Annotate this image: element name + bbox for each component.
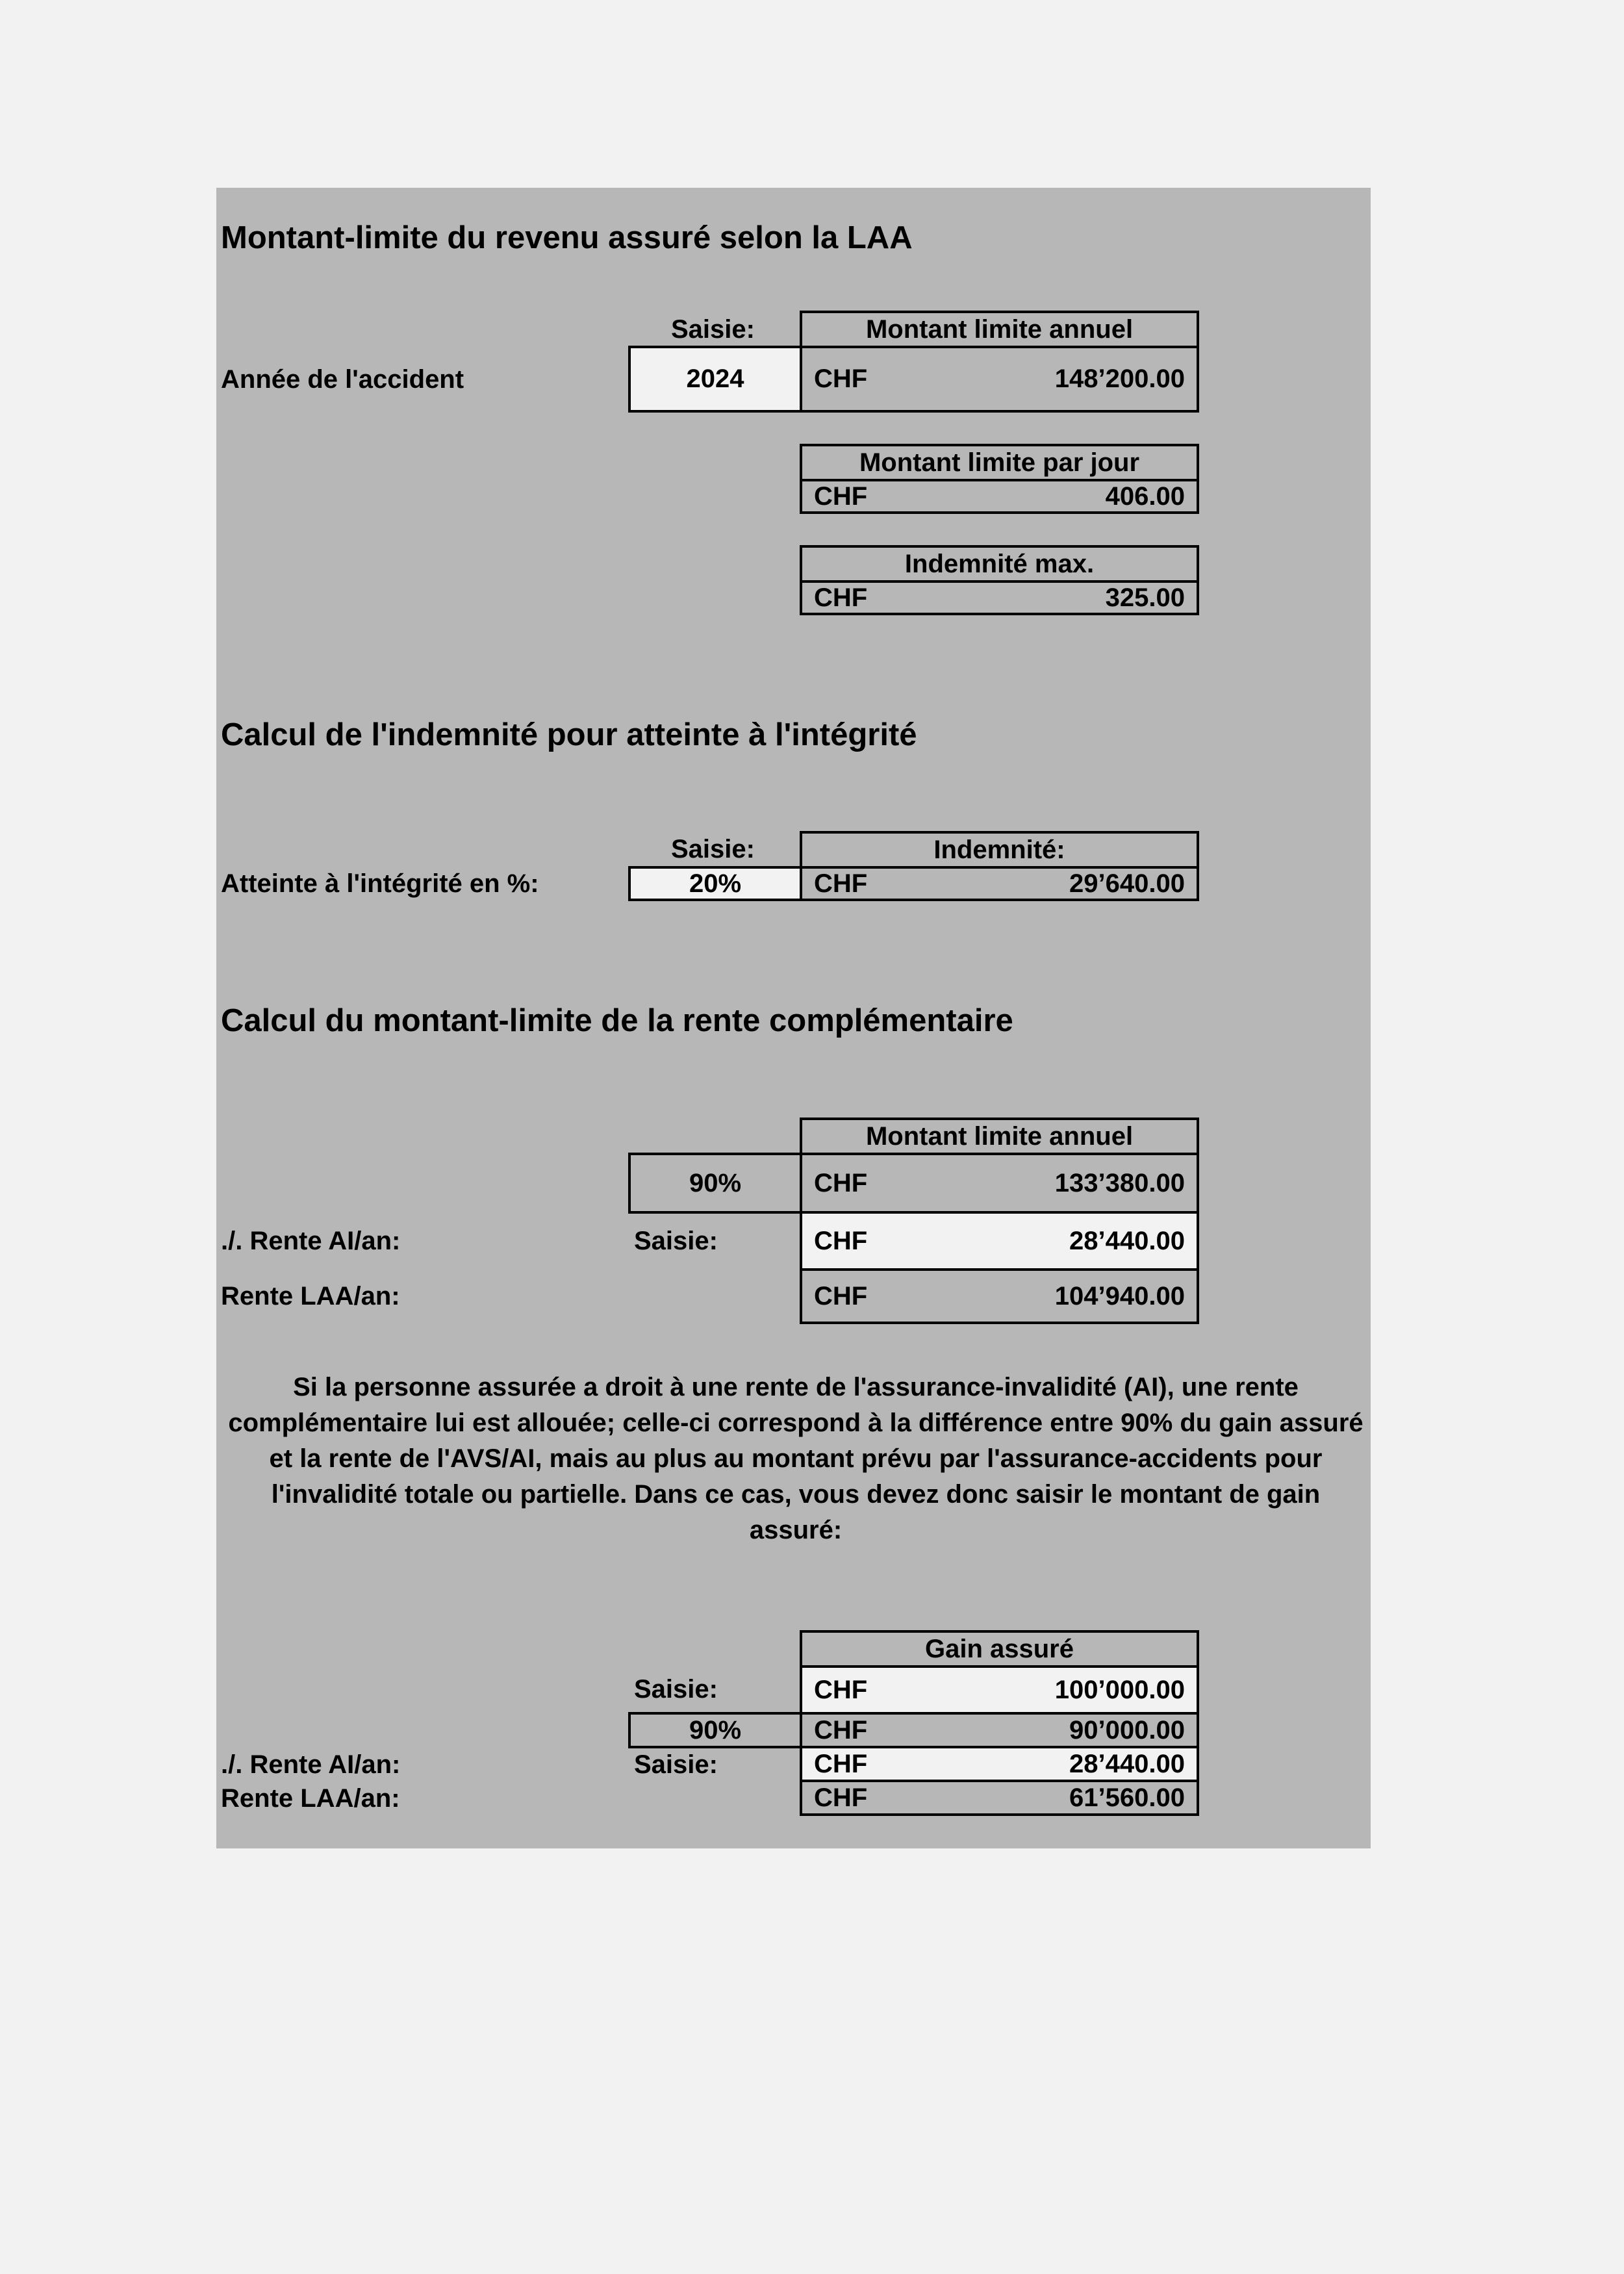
currency: CHF	[814, 1675, 868, 1704]
amount[interactable]: 28’440.00	[1069, 1749, 1185, 1778]
laa-rente-value: CHF 61’560.00	[800, 1780, 1199, 1816]
currency: CHF	[814, 1226, 868, 1255]
year-input[interactable]: 2024	[628, 346, 802, 413]
annual-limit-header: Montant limite annuel	[800, 311, 1199, 348]
year-label: Année de l'accident	[221, 365, 464, 394]
saisie-label: Saisie:	[634, 1675, 718, 1704]
pct-cell: 90%	[628, 1153, 802, 1214]
max-indemnity-value: CHF 325.00	[800, 580, 1199, 615]
currency: CHF	[814, 364, 868, 393]
laa-label: Rente LAA/an:	[221, 1282, 400, 1310]
annual-limit-header: Montant limite annuel	[800, 1118, 1199, 1155]
ai-label: ./. Rente AI/an:	[221, 1750, 401, 1779]
header-text: Montant limite par jour	[859, 448, 1140, 477]
amount: 406.00	[1105, 481, 1185, 511]
currency: CHF	[814, 1783, 868, 1812]
integrity-input[interactable]: 20%	[628, 866, 802, 901]
form-panel	[216, 188, 1371, 1848]
year-value[interactable]: 2024	[686, 364, 744, 393]
amount[interactable]: 100’000.00	[1054, 1675, 1185, 1704]
indemnity-header: Indemnité:	[800, 831, 1199, 869]
amount[interactable]: 28’440.00	[1069, 1226, 1185, 1255]
indemnity-value: CHF 29’640.00	[800, 866, 1199, 901]
laa-rente-value: CHF 104’940.00	[800, 1268, 1199, 1324]
currency: CHF	[814, 1168, 868, 1197]
amount: 104’940.00	[1054, 1281, 1185, 1310]
explanation-paragraph: Si la personne assurée a droit à une ren…	[228, 1373, 1364, 1544]
saisie-label: Saisie:	[671, 835, 755, 863]
header-text: Gain assuré	[924, 1634, 1074, 1663]
amount: 325.00	[1105, 583, 1185, 612]
pct-value: 90%	[689, 1715, 742, 1744]
section-title-integrite: Calcul de l'indemnité pour atteinte à l'…	[221, 717, 917, 752]
ai-label: ./. Rente AI/an:	[221, 1227, 401, 1255]
rente-limit-value: CHF 133’380.00	[800, 1153, 1199, 1214]
header-text: Indemnité:	[933, 835, 1065, 864]
section-title-rente: Calcul du montant-limite de la rente com…	[221, 1003, 1013, 1038]
daily-limit-value: CHF 406.00	[800, 479, 1199, 514]
currency: CHF	[814, 1715, 868, 1744]
gain-header: Gain assuré	[800, 1630, 1199, 1668]
integrity-value[interactable]: 20%	[689, 869, 742, 898]
currency: CHF	[814, 481, 868, 511]
currency: CHF	[814, 869, 868, 898]
currency: CHF	[814, 583, 868, 612]
saisie-label: Saisie:	[634, 1227, 718, 1255]
header-text: Indemnité max.	[904, 549, 1095, 578]
saisie-label: Saisie:	[671, 315, 755, 344]
integrity-label: Atteinte à l'intégrité en %:	[221, 869, 539, 898]
ai-rente-input[interactable]: CHF 28’440.00	[800, 1746, 1199, 1782]
section-title-revenu: Montant-limite du revenu assuré selon la…	[221, 220, 913, 255]
currency: CHF	[814, 1281, 868, 1310]
amount: 29’640.00	[1069, 869, 1185, 898]
annual-limit-value: CHF 148’200.00	[800, 346, 1199, 413]
currency: CHF	[814, 1749, 868, 1778]
ai-rente-input[interactable]: CHF 28’440.00	[800, 1211, 1199, 1271]
max-indemnity-header: Indemnité max.	[800, 545, 1199, 583]
amount: 90’000.00	[1069, 1715, 1185, 1744]
daily-limit-header: Montant limite par jour	[800, 444, 1199, 481]
header-text: Montant limite annuel	[865, 314, 1134, 344]
header-text: Montant limite annuel	[865, 1121, 1134, 1151]
pct-value: 90%	[689, 1168, 742, 1197]
gain-90-value: CHF 90’000.00	[800, 1712, 1199, 1748]
amount: 61’560.00	[1069, 1783, 1185, 1812]
pct-cell: 90%	[628, 1712, 802, 1748]
amount: 133’380.00	[1054, 1168, 1185, 1197]
gain-input[interactable]: CHF 100’000.00	[800, 1665, 1199, 1715]
amount: 148’200.00	[1054, 364, 1185, 393]
laa-label: Rente LAA/an:	[221, 1784, 400, 1813]
saisie-label: Saisie:	[634, 1750, 718, 1779]
